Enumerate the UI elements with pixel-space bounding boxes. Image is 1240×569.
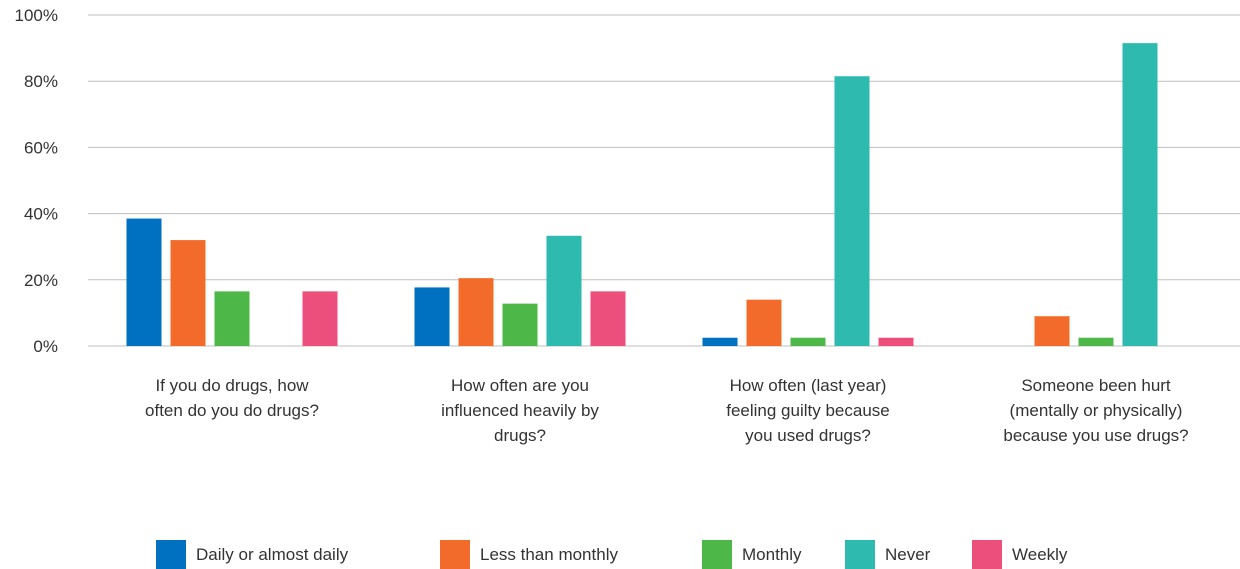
y-tick-label: 100% <box>15 6 58 25</box>
y-tick-label: 20% <box>24 271 58 290</box>
bar-never <box>1122 43 1158 346</box>
bar-weekly <box>878 337 914 346</box>
legend-label: Never <box>885 545 931 564</box>
x-category-label: often do you do drugs? <box>145 401 319 420</box>
bar-less-than-monthly <box>1034 316 1070 346</box>
y-tick-label: 40% <box>24 205 58 224</box>
x-category-label: (mentally or physically) <box>1010 401 1183 420</box>
x-category-label: How often (last year) <box>730 376 887 395</box>
legend-label: Weekly <box>1012 545 1068 564</box>
bar-monthly <box>502 303 538 346</box>
legend-swatch <box>845 540 875 569</box>
legend-swatch <box>440 540 470 569</box>
legend-swatch <box>156 540 186 569</box>
bar-weekly <box>590 291 626 346</box>
bar-weekly <box>302 291 338 346</box>
x-category-label: influenced heavily by <box>441 401 599 420</box>
bar-never <box>834 76 870 347</box>
bar-less-than-monthly <box>458 278 494 346</box>
bar-monthly <box>214 291 250 346</box>
gridlines <box>88 14 1240 347</box>
x-category-label: How often are you <box>451 376 589 395</box>
legend-label: Daily or almost daily <box>196 545 349 564</box>
y-tick-label: 80% <box>24 72 58 91</box>
x-category-label: feeling guilty because <box>726 401 890 420</box>
y-tick-label: 0% <box>33 337 58 356</box>
bars <box>126 43 1158 347</box>
x-category-label: because you use drugs? <box>1003 426 1188 445</box>
x-category-label: drugs? <box>494 426 546 445</box>
x-axis-labels: If you do drugs, how often do you do drug… <box>145 376 1189 445</box>
bar-daily-or-almost-daily <box>126 218 162 346</box>
x-category-label: Someone been hurt <box>1021 376 1171 395</box>
legend-swatch <box>972 540 1002 569</box>
bar-daily-or-almost-daily <box>414 287 450 346</box>
bar-monthly <box>790 337 826 346</box>
legend-label: Less than monthly <box>480 545 618 564</box>
legend: Daily or almost daily Less than monthly Mo… <box>156 540 1068 569</box>
bar-less-than-monthly <box>746 299 782 346</box>
bar-daily-or-almost-daily <box>702 337 738 346</box>
bar-never <box>546 235 582 346</box>
x-category-label: you used drugs? <box>745 426 871 445</box>
y-tick-label: 60% <box>24 138 58 157</box>
y-axis-ticks: 0% 20% 40% 60% 80% 100% <box>15 6 58 356</box>
legend-label: Monthly <box>742 545 802 564</box>
bar-less-than-monthly <box>170 240 206 346</box>
bar-monthly <box>1078 337 1114 346</box>
x-category-label: If you do drugs, how <box>155 376 309 395</box>
legend-swatch <box>702 540 732 569</box>
